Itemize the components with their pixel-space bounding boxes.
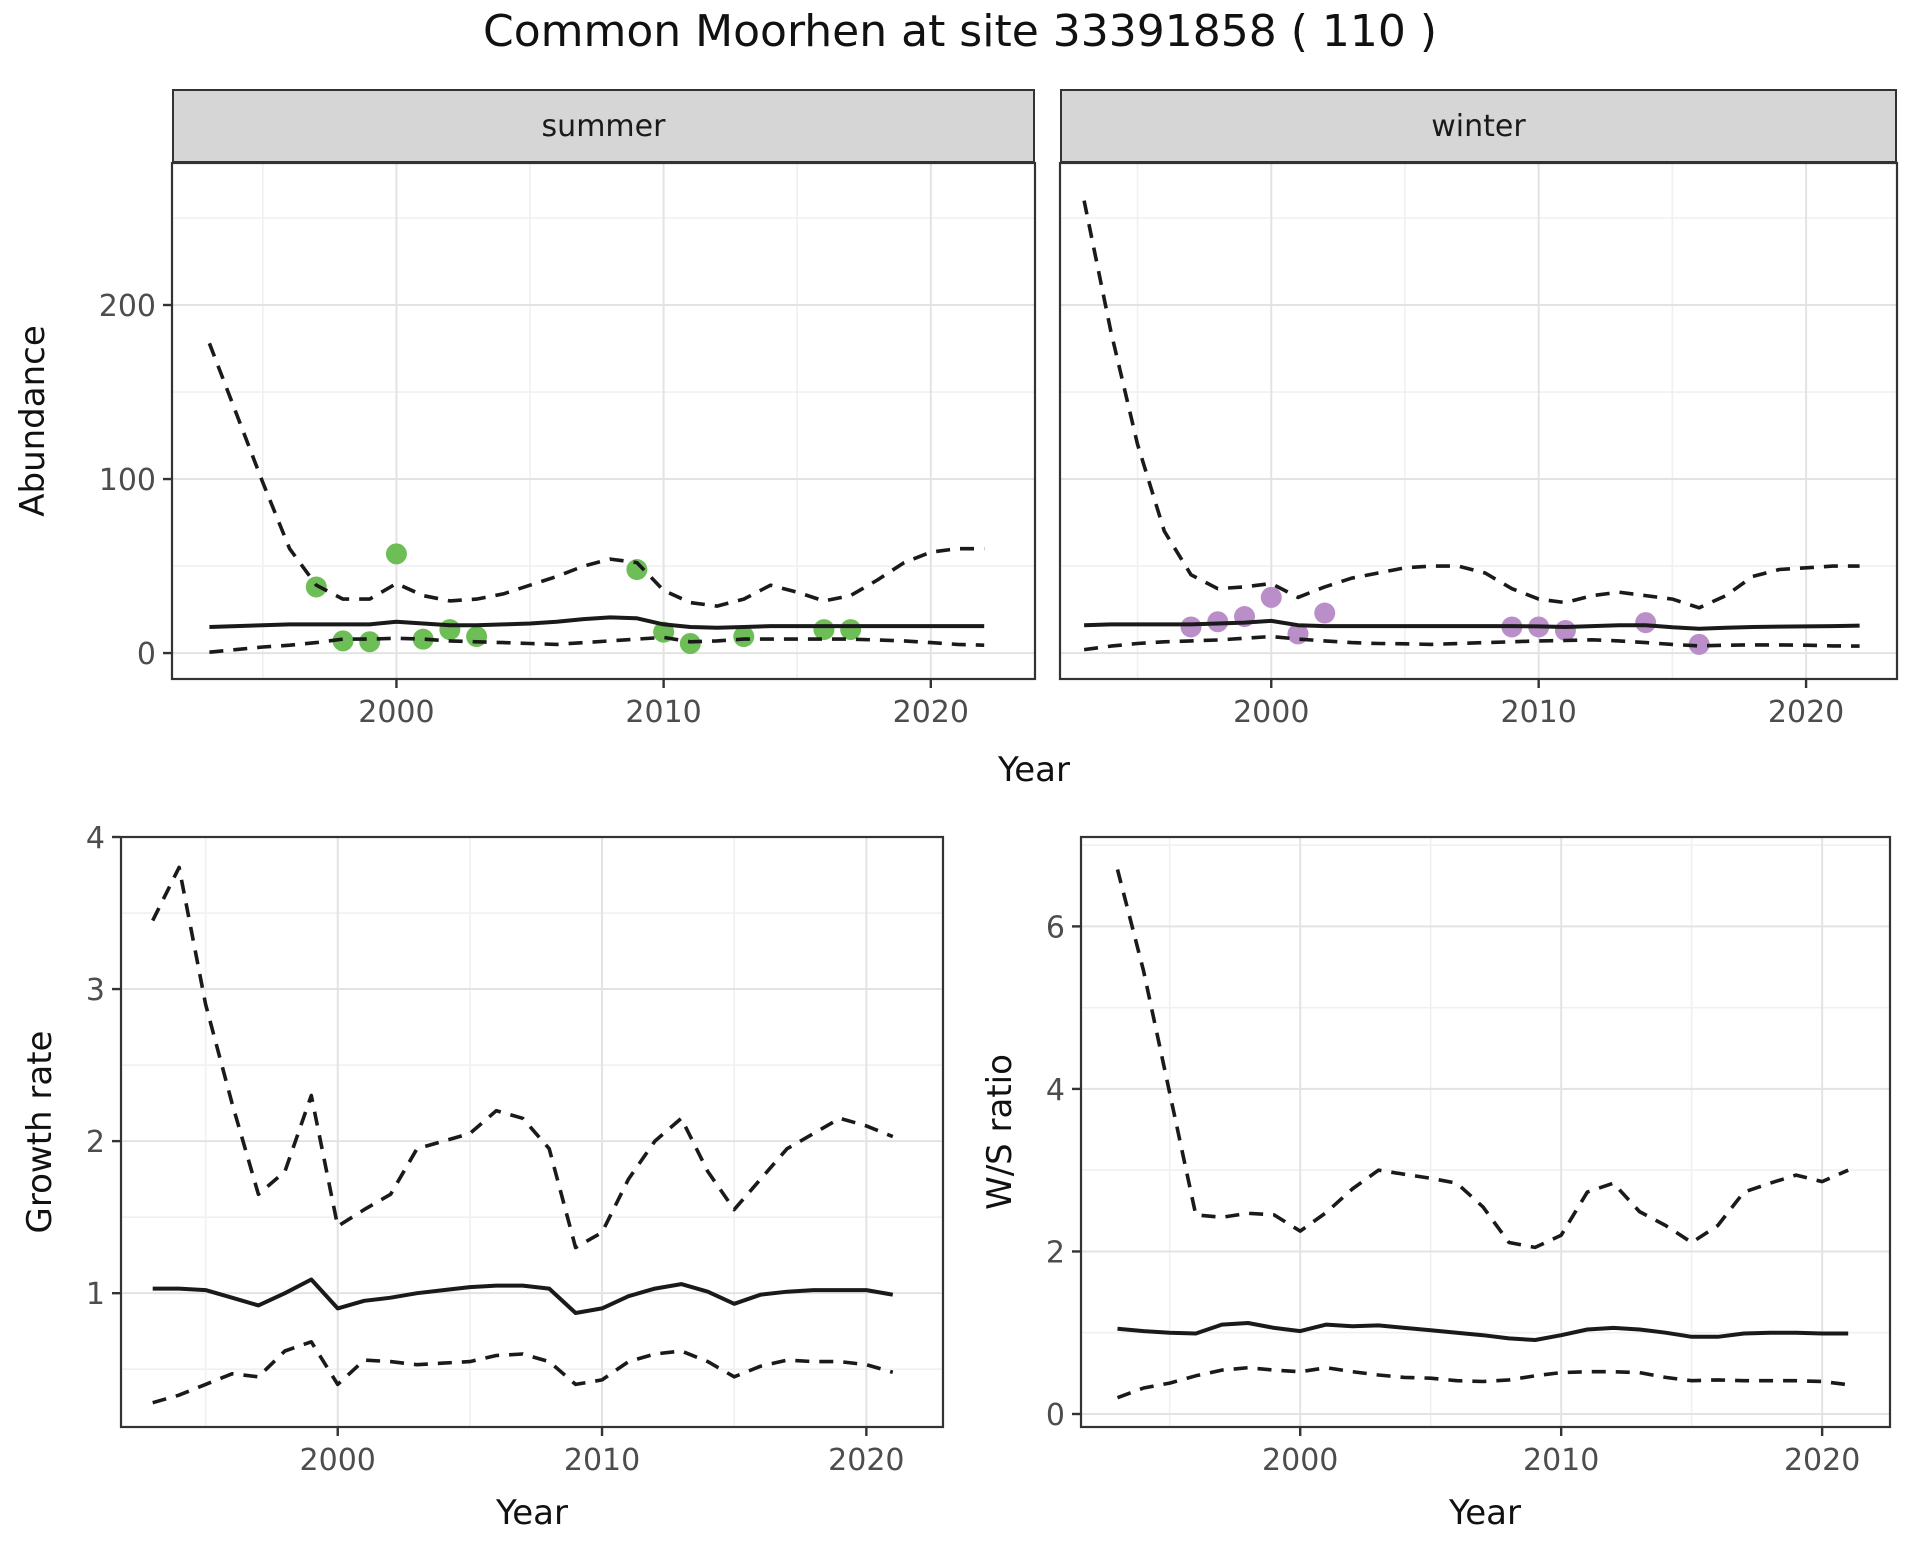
x-tick-label: 2020 <box>1768 695 1844 730</box>
panel-background <box>121 837 943 1427</box>
series-lower_ci <box>209 635 985 654</box>
series-median <box>1084 618 1860 631</box>
y-axis-title-ws-ratio: W/S ratio <box>980 1054 1020 1210</box>
series-upper_ci <box>207 342 985 608</box>
x-tick-label: 2010 <box>1500 695 1576 730</box>
data-point <box>466 626 488 648</box>
y-tick-label: 200 <box>99 289 156 324</box>
x-tick-label: 2020 <box>828 1443 904 1478</box>
x-tick-label: 2010 <box>1523 1443 1599 1478</box>
data-point <box>1180 616 1202 638</box>
data-point <box>385 543 407 565</box>
facet-strip-winter-label: winter <box>1431 108 1526 144</box>
x-tick-label: 2020 <box>1784 1443 1860 1478</box>
series-lower_ci <box>1116 1365 1849 1400</box>
x-tick-label: 2010 <box>625 695 701 730</box>
x-tick-label: 2010 <box>564 1443 640 1478</box>
data-layer <box>1115 869 1849 1400</box>
axis-ticks: 2000 2010 2020 <box>1233 680 1844 730</box>
x-axis-title-year-growth: Year <box>496 1493 568 1533</box>
x-tick-label: 2000 <box>1233 695 1309 730</box>
x-tick-label: 2000 <box>1262 1443 1338 1478</box>
data-layer <box>207 342 985 654</box>
data-point <box>359 631 381 653</box>
y-tick-label: 2 <box>1046 1235 1065 1270</box>
data-layer <box>151 865 894 1405</box>
data-point <box>412 628 434 650</box>
panel-border <box>1058 161 1899 681</box>
y-tick-label: 4 <box>1046 1073 1065 1108</box>
series-upper_ci <box>1082 200 1860 610</box>
panel-border <box>170 161 1037 681</box>
x-axis-title-year-ws: Year <box>1449 1493 1521 1533</box>
data-point <box>733 626 755 648</box>
panel-border <box>1079 835 1892 1429</box>
facet-strip-summer: summer <box>172 89 1035 163</box>
series-upper_ci <box>151 865 894 1250</box>
plot-title: Common Moorhen at site 33391858 ( 110 ) <box>483 6 1437 57</box>
series-lower_ci <box>152 1340 894 1405</box>
x-axis-title-year-top: Year <box>998 750 1070 790</box>
data-point <box>840 619 862 641</box>
data-point <box>1635 612 1657 634</box>
panel-background <box>1060 163 1897 679</box>
panel-abundance-winter: 2000 2010 2020 <box>1058 161 1899 730</box>
y-tick-label: 0 <box>1046 1398 1065 1433</box>
panel-border <box>119 835 945 1429</box>
y-tick-label: 0 <box>137 637 156 672</box>
panel-ws-ratio: 2000 2010 2020 0 2 4 6 <box>1046 835 1892 1478</box>
x-tick-label: 2000 <box>358 695 434 730</box>
series-median <box>1117 1321 1849 1342</box>
series-median <box>209 615 985 630</box>
gridlines <box>1081 837 1890 1427</box>
y-tick-label: 3 <box>86 973 105 1008</box>
y-tick-label: 1 <box>86 1277 105 1312</box>
x-tick-label: 2000 <box>300 1443 376 1478</box>
y-axis-title-growth-rate: Growth rate <box>20 1030 60 1234</box>
panel-abundance-summer: 2000 2010 2020 0 100 200 <box>99 161 1037 730</box>
y-tick-label: 100 <box>99 463 156 498</box>
data-point <box>1554 619 1576 641</box>
data-point <box>1314 602 1336 624</box>
facet-strip-winter: winter <box>1060 89 1897 163</box>
gridlines <box>172 163 1035 679</box>
data-layer <box>1082 200 1860 655</box>
series-median <box>152 1277 894 1315</box>
y-tick-label: 2 <box>86 1125 105 1160</box>
data-point <box>626 559 648 581</box>
panel-growth-rate: 2000 2010 2020 1 2 3 4 <box>86 821 945 1478</box>
facet-strip-summer-label: summer <box>541 108 666 144</box>
axis-ticks: 2000 2010 2020 0 100 200 <box>99 289 969 730</box>
series-upper_ci <box>1115 869 1849 1250</box>
data-point <box>332 630 354 652</box>
y-axis-title-abundance: Abundance <box>13 325 53 517</box>
data-point <box>1260 586 1282 608</box>
x-tick-label: 2020 <box>893 695 969 730</box>
axis-ticks: 2000 2010 2020 0 2 4 6 <box>1046 910 1860 1478</box>
y-tick-label: 6 <box>1046 910 1065 945</box>
axis-ticks: 2000 2010 2020 1 2 3 4 <box>86 821 905 1478</box>
panel-background <box>172 163 1035 679</box>
data-point <box>1688 633 1710 655</box>
y-tick-label: 4 <box>86 821 105 856</box>
series-lower_ci <box>1083 634 1860 652</box>
data-point <box>439 619 461 641</box>
data-point <box>813 619 835 641</box>
gridlines <box>1060 163 1897 679</box>
gridlines <box>121 836 943 1427</box>
